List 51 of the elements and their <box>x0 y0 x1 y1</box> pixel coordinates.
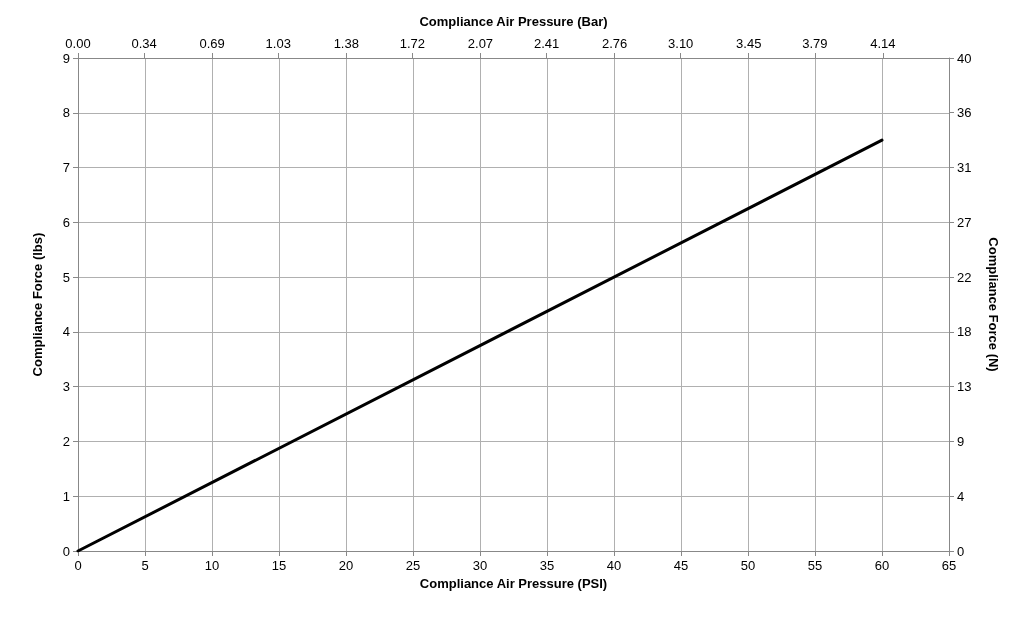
y2-tick-label: 0 <box>957 543 965 559</box>
y-tick-label: 2 <box>62 433 70 449</box>
y2-tick-label: 31 <box>957 159 972 175</box>
x2-tick-label: 3.79 <box>802 36 828 51</box>
x-tick-label: 25 <box>405 558 421 573</box>
y2-tick-label: 27 <box>957 214 972 230</box>
y2-tick-label: 40 <box>957 50 972 66</box>
y-tick-label: 1 <box>62 488 70 504</box>
y2-axis-title: Compliance Force (N) <box>986 237 1001 372</box>
x-tick-label: 35 <box>539 558 555 573</box>
x-tick-label: 20 <box>338 558 354 573</box>
y-tick-label: 8 <box>62 105 70 121</box>
y2-tick-label: 4 <box>957 488 965 504</box>
y2-tick-label: 9 <box>957 433 965 449</box>
x2-tick-label: 2.41 <box>533 36 560 51</box>
y-tick-label: 3 <box>62 379 70 395</box>
x2-tick-label: 2.76 <box>601 36 628 51</box>
y-tick-label: 7 <box>62 160 70 176</box>
x-tick-label: 5 <box>141 558 149 573</box>
x2-tick-label: 3.10 <box>668 36 694 51</box>
x-tick-label: 15 <box>271 558 287 573</box>
x-tick-label: 55 <box>807 558 823 573</box>
x-tick-label: 45 <box>673 558 689 573</box>
x2-tick-label: 1.72 <box>399 36 426 51</box>
x-axis-title: Compliance Air Pressure (PSI) <box>419 575 608 591</box>
x2-tick-label: 0.00 <box>65 36 91 51</box>
y-axis-title: Compliance Force (lbs) <box>30 232 45 377</box>
y2-tick-label: 36 <box>957 105 972 121</box>
y-tick-label: 4 <box>62 324 70 340</box>
x-tick-label: 60 <box>874 558 890 573</box>
x2-tick-label: 3.45 <box>736 36 762 51</box>
y2-tick-label: 18 <box>957 324 972 340</box>
x2-axis-title: Compliance Air Pressure (Bar) <box>419 14 608 29</box>
x2-tick-label: 4.14 <box>870 36 896 51</box>
x2-tick-label: 0.34 <box>131 36 157 51</box>
x2-tick-label: 1.38 <box>333 36 359 51</box>
x2-tick-label: 1.03 <box>265 36 291 51</box>
y-tick-label: 9 <box>62 50 70 66</box>
y-tick-label: 6 <box>62 214 70 230</box>
x-tick-label: 65 <box>941 558 957 573</box>
x-tick-label: 10 <box>204 558 220 573</box>
x2-tick-label: 2.07 <box>467 36 494 51</box>
x-tick-label: 50 <box>740 558 756 573</box>
x-tick-label: 0 <box>74 558 82 573</box>
x-tick-label: 30 <box>472 558 488 573</box>
y2-tick-label: 13 <box>957 379 972 395</box>
y-tick-label: 5 <box>62 269 70 285</box>
x2-tick-label: 0.69 <box>199 36 225 51</box>
y-tick-label: 0 <box>62 543 70 559</box>
x-tick-label: 40 <box>606 558 622 573</box>
y2-tick-label: 22 <box>957 269 972 285</box>
